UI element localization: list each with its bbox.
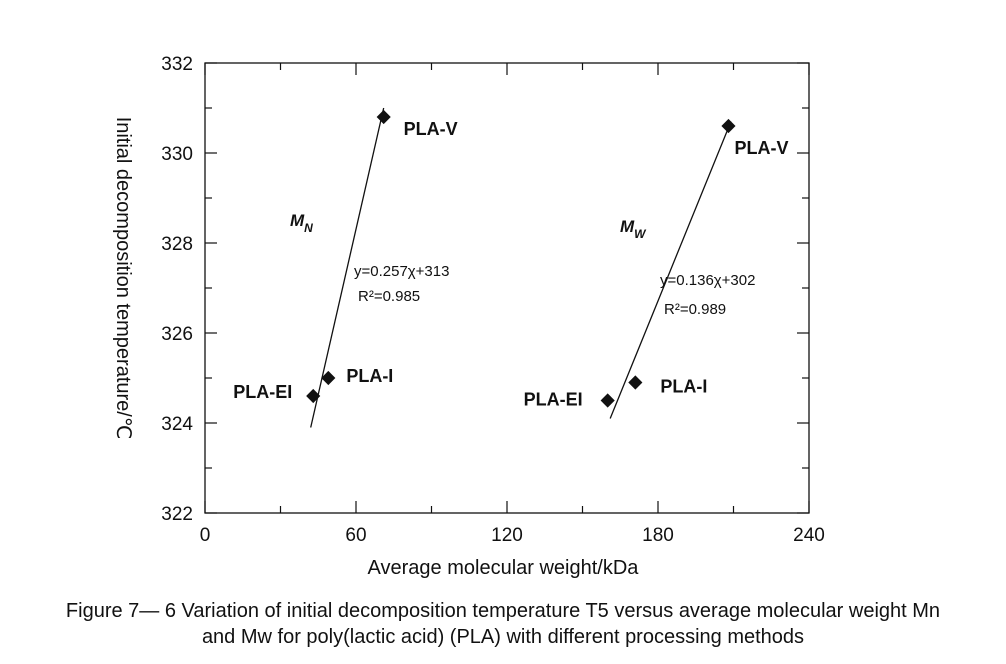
fit-equation: y=0.136χ+302 — [660, 272, 755, 289]
y-tick-label: 330 — [161, 144, 193, 165]
x-tick-label: 180 — [642, 525, 674, 546]
y-axis-title: Initial decomposition temperature/℃ — [112, 117, 134, 440]
data-point — [306, 388, 321, 404]
figure-caption: Figure 7— 6 Variation of initial decompo… — [0, 598, 1006, 650]
x-tick-label: 240 — [793, 525, 825, 546]
fit-r-squared: R²=0.989 — [664, 301, 726, 318]
series-name: MN — [290, 211, 313, 235]
point-label: PLA-I — [346, 366, 393, 386]
data-point — [628, 375, 643, 390]
fit-equation: y=0.257χ+313 — [354, 263, 449, 280]
x-tick-label: 0 — [200, 525, 211, 546]
y-tick-label: 324 — [161, 414, 193, 435]
point-labels: PLA-EI PLA-I PLA-V PLA-EI PLA-I PLA-V — [233, 119, 788, 410]
point-label: PLA-EI — [233, 382, 292, 402]
axis-tick-labels: 0 60 120 180 240 322 324 326 328 330 332 — [161, 54, 825, 546]
y-tick-label: 322 — [161, 504, 193, 525]
point-label: PLA-V — [404, 119, 458, 139]
point-label: PLA-I — [660, 377, 707, 397]
x-tick-label: 60 — [345, 525, 366, 546]
fit-line — [310, 107, 385, 428]
series-name: MW — [620, 217, 647, 241]
axis-ticks — [204, 62, 810, 514]
data-point — [376, 109, 391, 125]
x-axis-title: Average molecular weight/kDa — [368, 557, 640, 579]
y-tick-label: 326 — [161, 324, 193, 345]
point-label: PLA-EI — [524, 390, 583, 410]
x-tick-label: 120 — [491, 525, 523, 546]
y-tick-label: 328 — [161, 234, 193, 255]
y-tick-label: 332 — [161, 54, 193, 75]
data-point — [600, 393, 615, 408]
data-point — [721, 118, 736, 134]
fit-lines — [310, 107, 732, 428]
fit-r-squared: R²=0.985 — [358, 288, 420, 305]
fit-line — [609, 121, 732, 419]
point-label: PLA-V — [734, 138, 788, 158]
data-points — [306, 109, 736, 408]
caption-line-2: and Mw for poly(lactic acid) (PLA) with … — [201, 626, 805, 648]
data-point — [321, 370, 336, 386]
caption-line-1: Figure 7— 6 Variation of initial decompo… — [65, 600, 941, 622]
annotations: MN y=0.257χ+313 R²=0.985 MW y=0.136χ+302 R²=0… — [290, 211, 755, 318]
